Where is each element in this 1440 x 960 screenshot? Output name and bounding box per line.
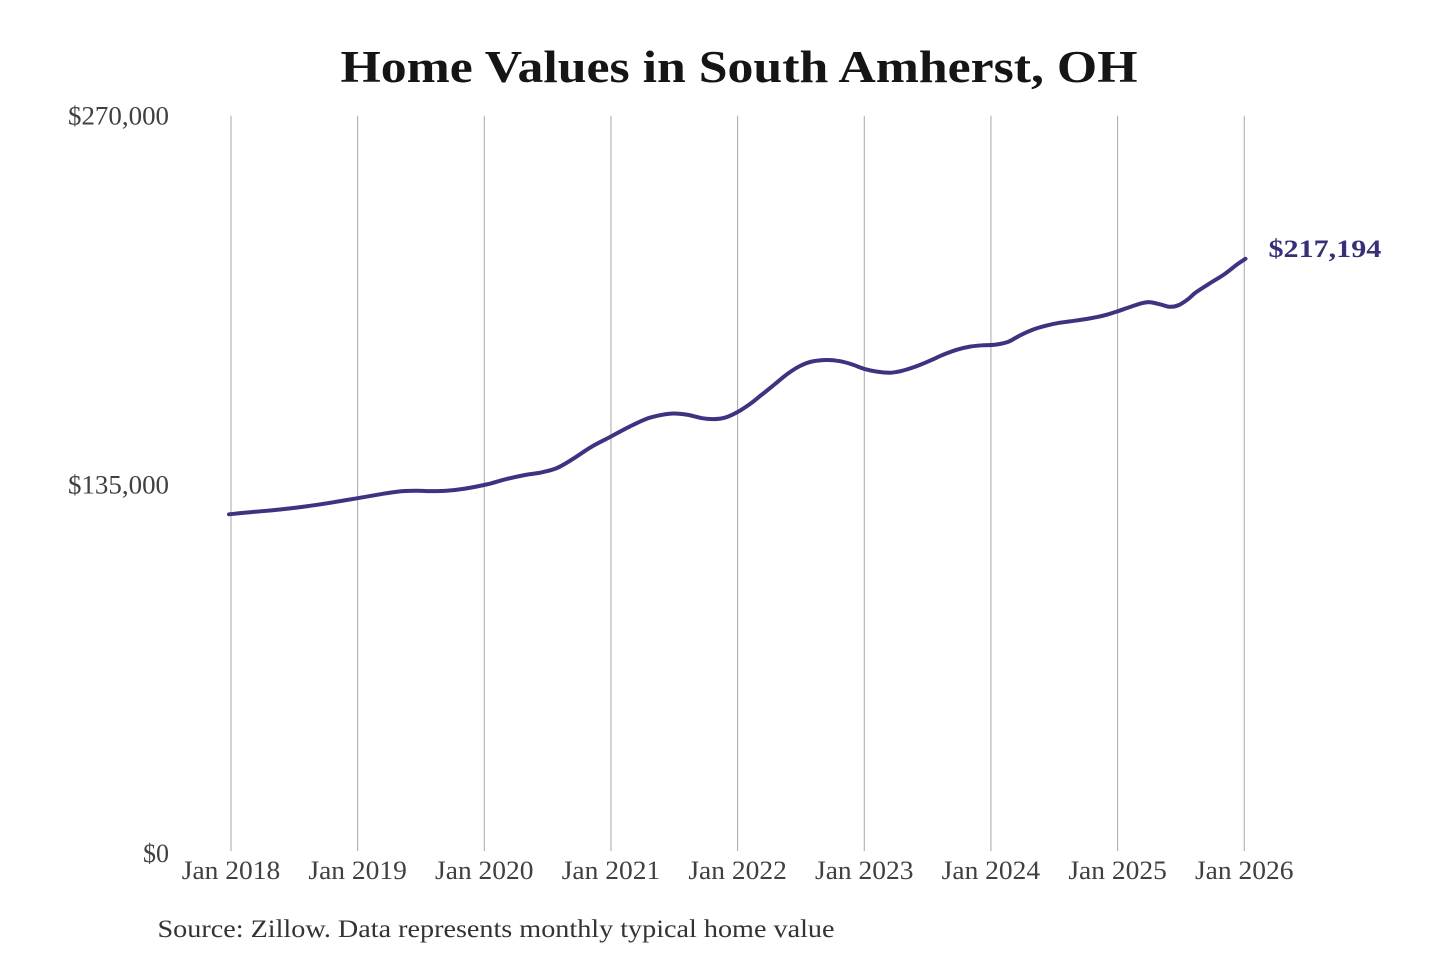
svg-text:Jan 2020: Jan 2020 xyxy=(435,856,534,885)
svg-text:Jan 2023: Jan 2023 xyxy=(815,856,914,885)
svg-text:Jan 2018: Jan 2018 xyxy=(182,856,281,885)
svg-text:Jan 2024: Jan 2024 xyxy=(942,856,1041,885)
svg-text:$135,000: $135,000 xyxy=(68,471,169,500)
svg-text:$0: $0 xyxy=(143,839,169,868)
svg-text:$270,000: $270,000 xyxy=(68,102,169,131)
svg-text:Home Values in South Amherst,: Home Values in South Amherst, OH xyxy=(341,42,1138,92)
svg-text:Jan 2022: Jan 2022 xyxy=(688,856,787,885)
svg-text:Jan 2026: Jan 2026 xyxy=(1195,856,1294,885)
svg-text:Jan 2019: Jan 2019 xyxy=(308,856,407,885)
svg-text:Jan 2025: Jan 2025 xyxy=(1068,856,1167,885)
svg-text:Jan 2021: Jan 2021 xyxy=(562,856,661,885)
svg-text:Source: Zillow. Data represent: Source: Zillow. Data represents monthly … xyxy=(158,916,835,943)
svg-text:$217,194: $217,194 xyxy=(1269,236,1382,263)
